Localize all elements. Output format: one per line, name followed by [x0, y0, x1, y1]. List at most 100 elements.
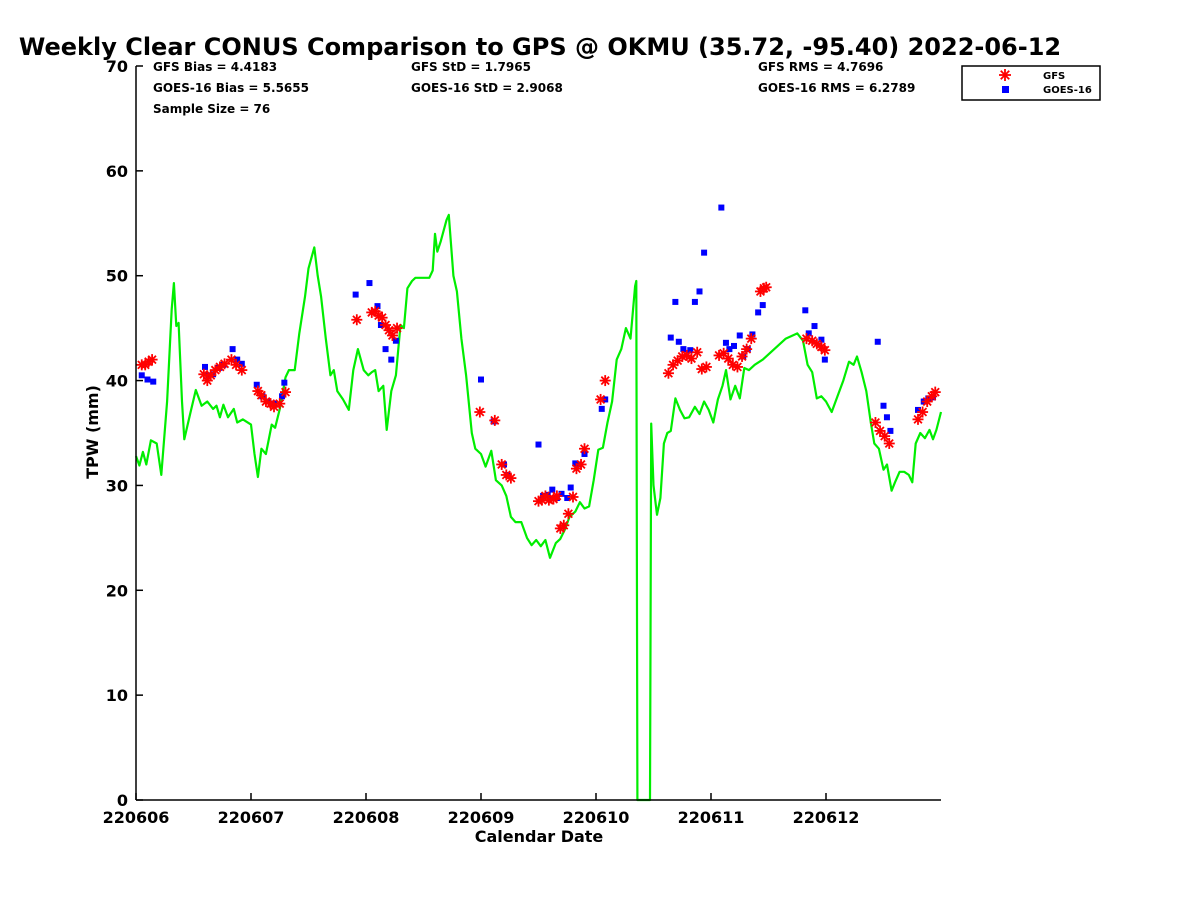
goes-data-point [478, 376, 484, 383]
goes-data-point [150, 378, 157, 385]
gfs-data-point [351, 314, 363, 326]
goes-data-point [749, 331, 756, 338]
gfs-data-point [391, 322, 403, 334]
gfs-data-point [595, 393, 607, 405]
x-axis-label: Calendar Date [475, 827, 604, 846]
goes-data-point [691, 298, 698, 305]
goes-data-point [549, 486, 556, 493]
gfs-data-point [883, 437, 895, 449]
gfs-data-point [741, 343, 753, 355]
goes-data-point [696, 288, 703, 295]
gfs-data-point [496, 458, 508, 470]
goes-data-point [675, 338, 682, 345]
gfs-data-point [474, 406, 486, 418]
y-tick-label: 60 [106, 162, 128, 181]
goes-data-point [802, 307, 809, 314]
y-tick-label: 30 [106, 476, 128, 495]
gfs-data-point [917, 406, 929, 418]
goes-data-point [388, 356, 395, 363]
y-tick-label: 10 [106, 686, 128, 705]
gfs-data-point [236, 364, 248, 376]
goes-data-point [667, 334, 674, 341]
goes-data-point [736, 332, 743, 339]
gfs-data-point [736, 350, 748, 362]
goes-data-point [382, 346, 389, 353]
axes: 0 10 20 30 40 50 60 70 220606 220607 220608 220609 2… [103, 57, 941, 827]
gfs-data-point [255, 389, 267, 401]
chart-title: Weekly Clear CONUS Comparison to GPS @ O… [19, 33, 1061, 61]
y-tick-label: 0 [117, 791, 128, 810]
gfs-data-point [691, 346, 703, 358]
goes-data-point [572, 460, 579, 467]
x-tick-label: 220610 [563, 808, 630, 827]
gfs-data-point [551, 490, 563, 502]
goes-data-point [925, 395, 932, 402]
goes-data-point [821, 356, 828, 363]
goes-data-point [883, 414, 890, 421]
x-tick-label: 220607 [218, 808, 285, 827]
goes-data-point [755, 309, 762, 316]
goes-data-point [374, 303, 381, 310]
gfs-data-point [489, 414, 501, 426]
stat-gfs-std: GFS StD = 1.7965 [411, 60, 531, 74]
gfs-data-point [562, 508, 574, 520]
goes-data-point [915, 406, 921, 413]
y-axis-label: TPW (mm) [83, 385, 102, 479]
gfs-data-point [505, 472, 517, 484]
x-tick-label: 220609 [448, 808, 515, 827]
gfs-data-point [760, 281, 772, 293]
gfs-data-point [662, 367, 674, 379]
gfs-data-point [731, 361, 743, 373]
gfs-data-point [274, 398, 286, 410]
goes-data-point [567, 484, 574, 491]
y-tick-label: 20 [106, 581, 128, 600]
legend-goes-marker [1002, 86, 1009, 93]
goes-data-point [366, 280, 373, 287]
goes-data-point [672, 298, 679, 305]
gfs-data-point [146, 354, 158, 366]
goes-data-point [138, 372, 145, 379]
goes-data-point [680, 346, 687, 353]
goes-data-point [535, 441, 542, 448]
x-tick-label: 220612 [793, 808, 860, 827]
y-tick-label: 40 [106, 372, 128, 391]
goes-data-point [818, 336, 825, 343]
stat-goes-std: GOES-16 StD = 2.9068 [411, 81, 563, 95]
gfs-data-point [386, 329, 398, 341]
stat-goes-bias: GOES-16 Bias = 5.5655 [153, 81, 309, 95]
gfs-data-point [819, 344, 831, 356]
gfs-data-point [929, 386, 941, 398]
goes-data-point [759, 302, 766, 309]
goes-data-point [253, 381, 260, 388]
goes-data-point [202, 363, 208, 370]
goes-data-point [687, 347, 694, 354]
y-tick-label: 70 [106, 57, 128, 76]
gfs-data-point [280, 386, 291, 398]
gps-series-line [134, 213, 943, 802]
plot-area [134, 204, 943, 802]
legend: GFS GOES-16 [961, 65, 1101, 101]
goes-data-point [281, 379, 288, 386]
goes-data-point [811, 323, 818, 330]
stat-sample-size: Sample Size = 76 [153, 102, 270, 116]
goes-data-point [887, 427, 894, 434]
goes-data-point [722, 339, 729, 346]
stat-gfs-bias: GFS Bias = 4.4183 [153, 60, 277, 74]
gfs-data-point [219, 358, 231, 370]
stat-gfs-rms: GFS RMS = 4.7696 [758, 60, 883, 74]
gfs-data-point [722, 353, 734, 365]
goes-data-point [874, 338, 881, 345]
gfs-data-point [579, 443, 590, 455]
legend-box [961, 65, 1101, 101]
x-tick-label: 220608 [333, 808, 400, 827]
legend-goes-label: GOES-16 [1043, 85, 1092, 96]
goes-data-point [701, 249, 708, 256]
goes-data-point [558, 490, 565, 497]
gfs-data-point [599, 375, 611, 387]
goes-data-point [880, 402, 887, 409]
goes-data-point [718, 204, 725, 211]
goes-data-point [229, 346, 236, 353]
goes-data-point [598, 405, 605, 412]
y-tick-label: 50 [106, 267, 128, 286]
gfs-data-point [700, 361, 712, 373]
